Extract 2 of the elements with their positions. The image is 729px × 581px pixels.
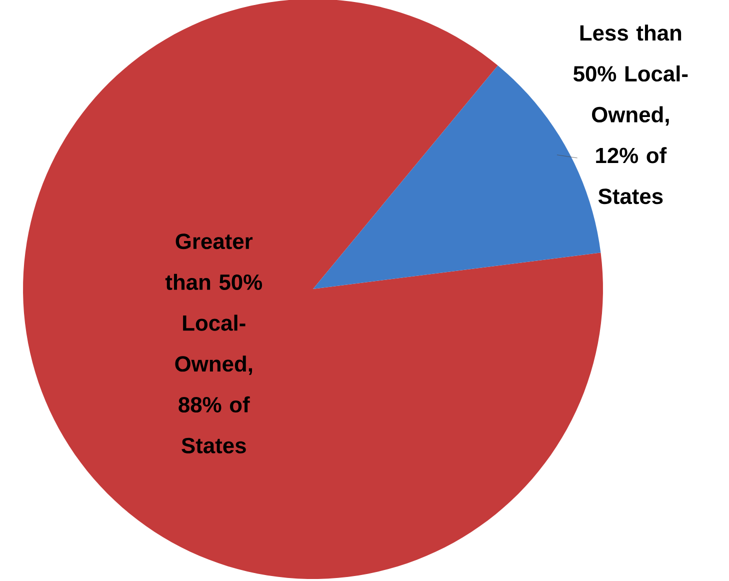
slice-label: Less than 50% Local-Owned, 12% of States (573, 24, 688, 204)
slice-label: Greater than 50% Local-Owned, 88% of States (165, 234, 262, 454)
